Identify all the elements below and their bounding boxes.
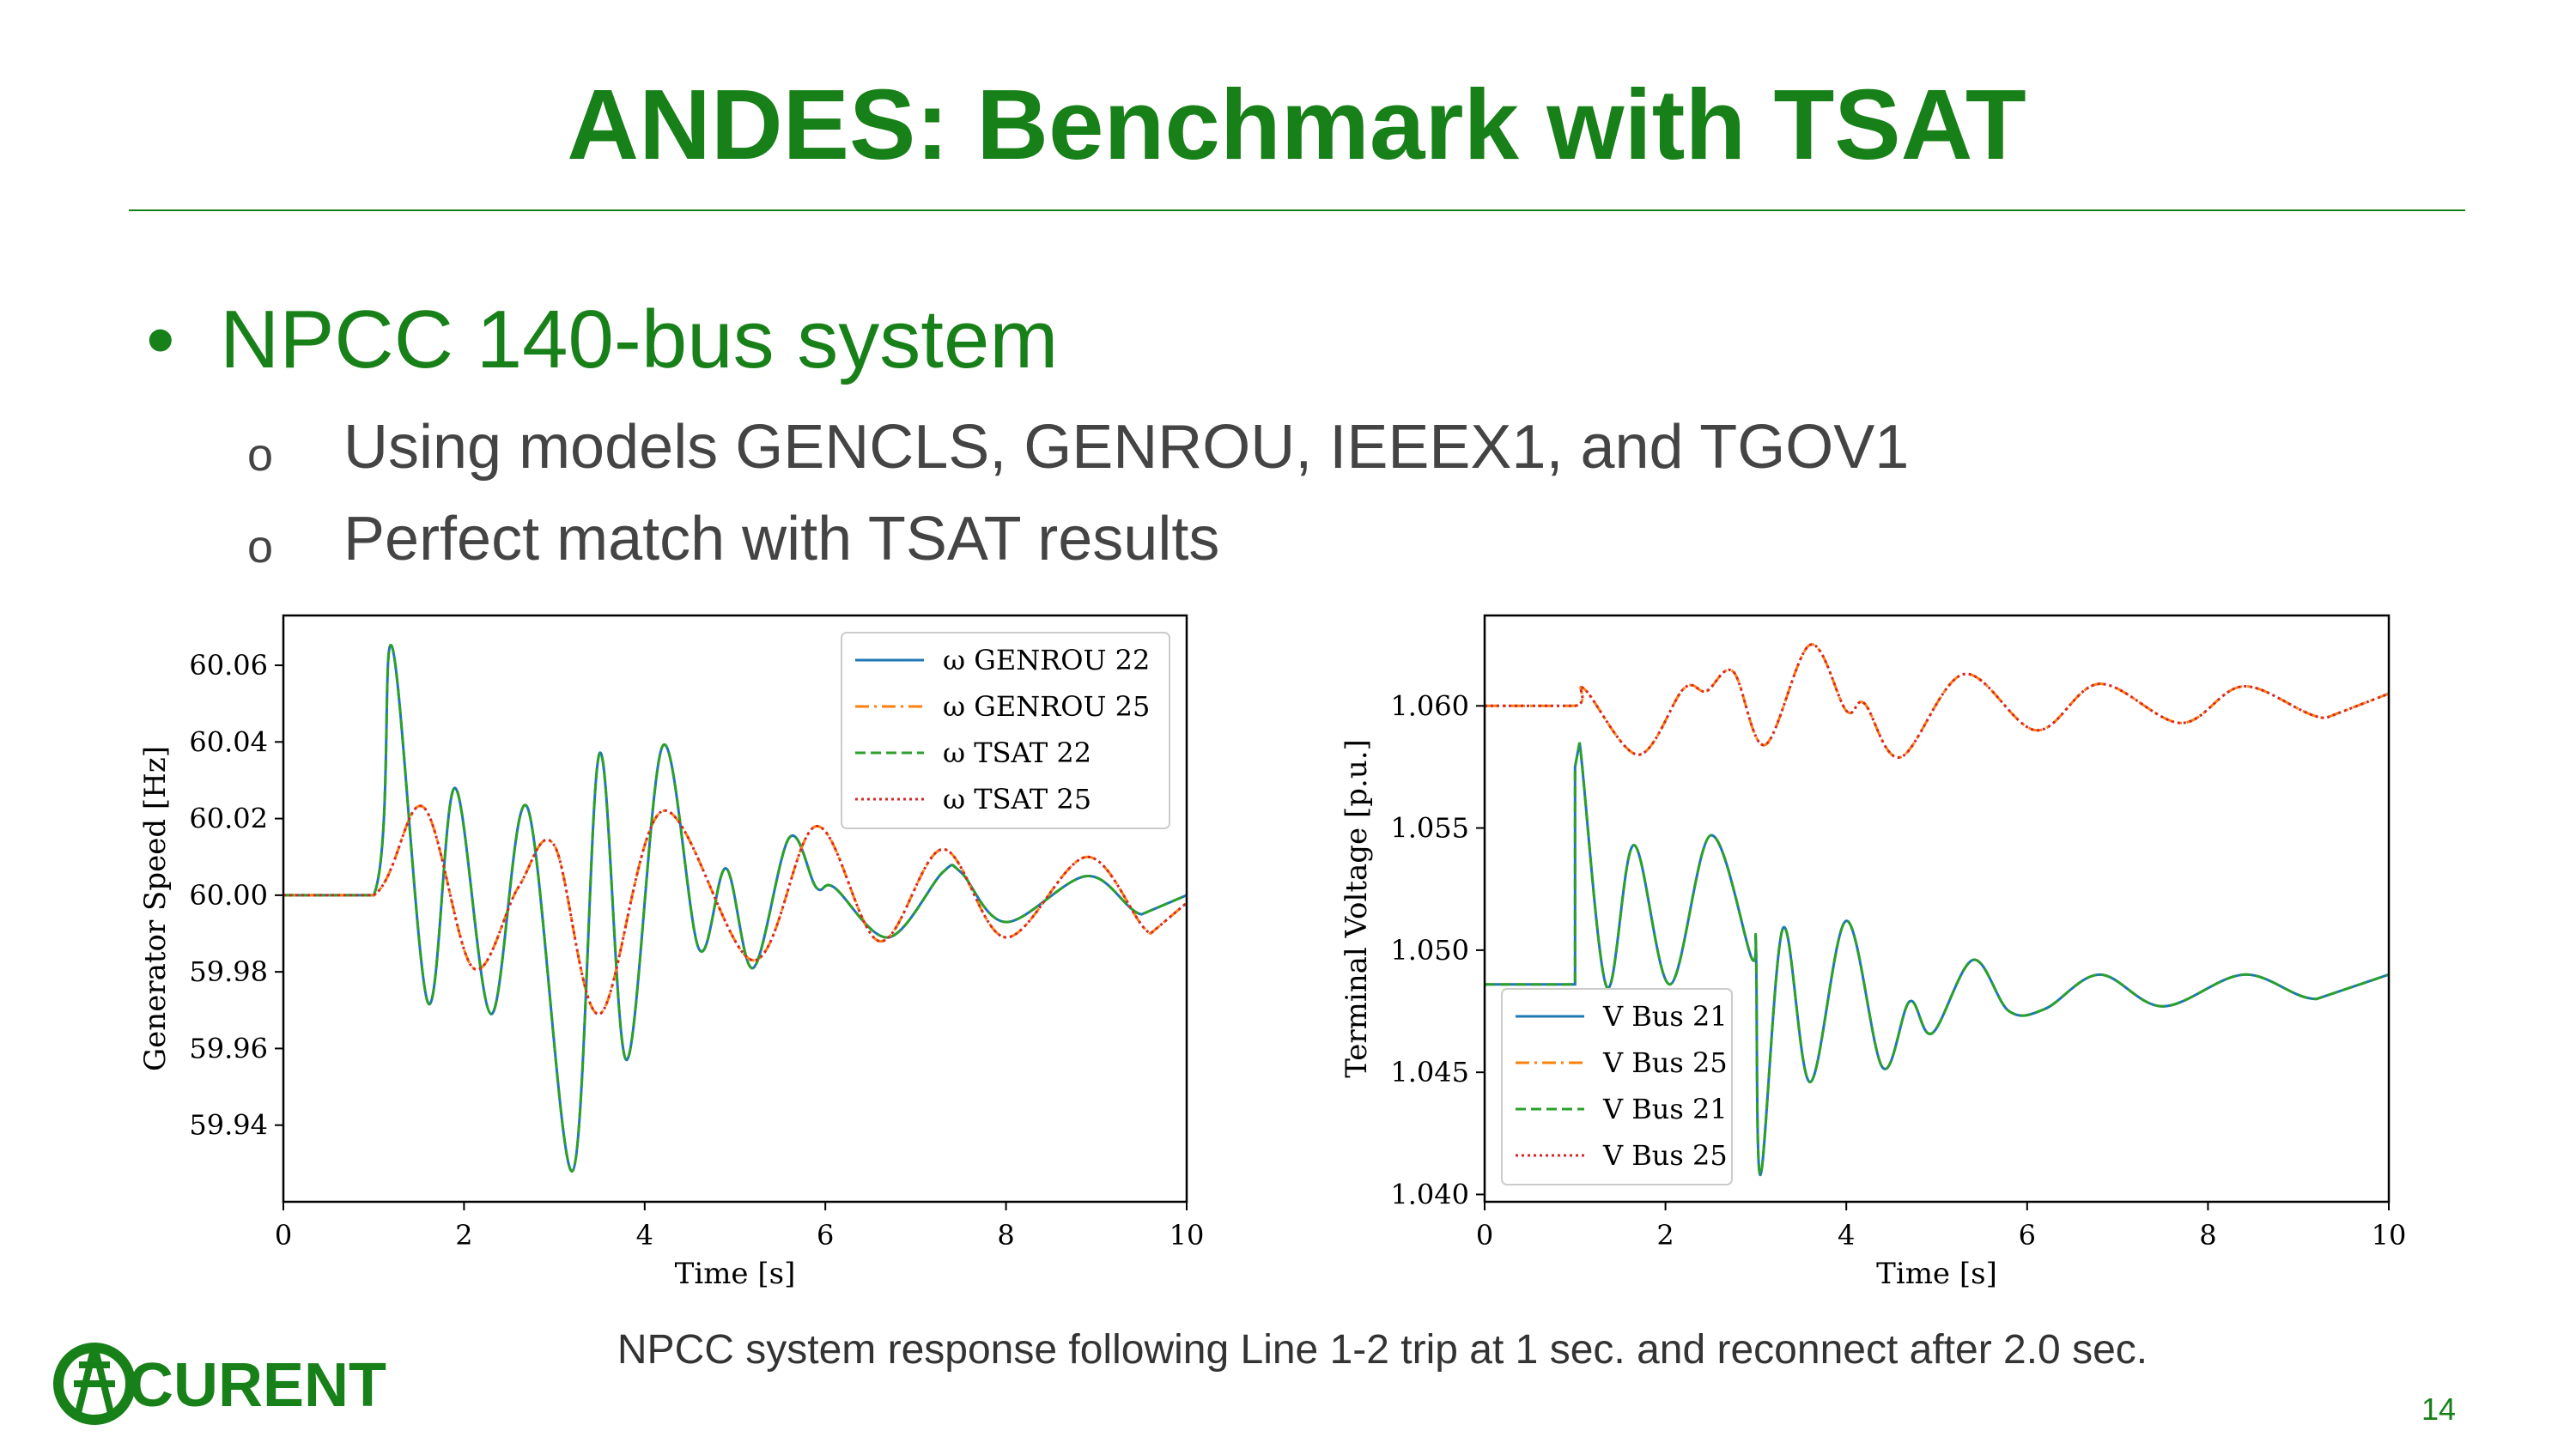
x-tick-label: 8 (997, 1219, 1014, 1252)
x-tick-label: 2 (1656, 1219, 1674, 1252)
x-tick-label: 4 (636, 1219, 653, 1252)
y-tick-label: 1.060 (1390, 689, 1469, 722)
y-tick-label: 1.045 (1390, 1056, 1469, 1088)
x-tick-label: 6 (2019, 1219, 2036, 1252)
legend-label: ω TSAT 25 (943, 783, 1091, 815)
bullet-dot: • (146, 294, 175, 385)
series-group (1485, 643, 2389, 1177)
legend-label: V Bus 25 (1602, 1139, 1728, 1172)
y-tick-label: 59.96 (189, 1032, 268, 1064)
charts: 0 2 4 6 8 10 59.94 59.96 59.98 60.00 60.02 60.04 60.… (138, 614, 2407, 1291)
y-axis-label: Generator Speed [Hz] (138, 746, 173, 1071)
slide-title: ANDES: Benchmark with TSAT (567, 69, 2026, 180)
chart: 0 2 4 6 8 10 1.040 1.045 1.050 1.055 1.060 Time [s]… (1340, 614, 2407, 1291)
x-tick-label: 0 (1476, 1219, 1493, 1252)
x-tick-label: 8 (2199, 1219, 2216, 1252)
x-tick-label: 4 (1838, 1219, 1855, 1252)
x-tick-label: 10 (2372, 1219, 2407, 1252)
x-axis-label: Time [s] (675, 1257, 796, 1291)
x-tick-label: 10 (1170, 1219, 1205, 1252)
y-tick-label: 59.94 (189, 1109, 268, 1142)
legend-box (1501, 988, 1733, 1185)
sub-bullet: Perfect match with TSAT results (343, 505, 1219, 573)
logo-text: CURENT (129, 1351, 386, 1420)
y-tick-label: 60.04 (189, 725, 268, 758)
y-tick-label: 1.040 (1390, 1178, 1469, 1210)
plot-frame (282, 614, 1188, 1203)
page-number: 14 (2421, 1391, 2456, 1427)
legend-label: ω TSAT 22 (943, 737, 1091, 769)
series-line (283, 644, 1187, 1173)
x-axis-label: Time [s] (1876, 1257, 1997, 1291)
bullet: NPCC 140-bus system (220, 294, 1058, 385)
legend-label: V Bus 25 (1602, 1046, 1728, 1079)
legend-label: V Bus 21 (1602, 1093, 1728, 1125)
y-axis-label: Terminal Voltage [p.u.] (1340, 739, 1374, 1078)
y-tick-label: 59.98 (189, 955, 268, 988)
series-line (1485, 643, 2389, 759)
y-tick-label: 60.06 (189, 649, 268, 682)
x-tick-label: 0 (275, 1219, 292, 1252)
legend-label: ω GENROU 25 (943, 690, 1150, 723)
x-tick-label: 2 (455, 1219, 472, 1252)
series-line (1485, 742, 2389, 1177)
sub-bullet-marker: o (247, 521, 273, 573)
y-tick-label: 1.050 (1390, 934, 1469, 967)
logo: CURENT (53, 1343, 386, 1425)
series-line (283, 804, 1187, 1016)
legend-label: V Bus 21 (1602, 1000, 1728, 1033)
sub-bullet: Using models GENCLS, GENROU, IEEEX1, and… (343, 413, 1909, 482)
sub-bullet-marker: o (247, 429, 273, 481)
series-group (283, 644, 1187, 1173)
series-line (283, 804, 1187, 1016)
chart: 0 2 4 6 8 10 59.94 59.96 59.98 60.00 60.02 60.04 60.… (138, 614, 1205, 1291)
y-tick-label: 1.055 (1390, 812, 1469, 845)
caption: NPCC system response following Line 1-2 … (617, 1327, 2148, 1373)
y-tick-label: 60.00 (189, 879, 268, 912)
logo-tower (74, 1345, 115, 1417)
x-tick-label: 6 (817, 1219, 834, 1252)
legend-label: ω GENROU 22 (943, 644, 1150, 676)
y-tick-label: 60.02 (189, 803, 268, 835)
legend-box (841, 632, 1170, 829)
plot-frame (1483, 614, 2391, 1203)
